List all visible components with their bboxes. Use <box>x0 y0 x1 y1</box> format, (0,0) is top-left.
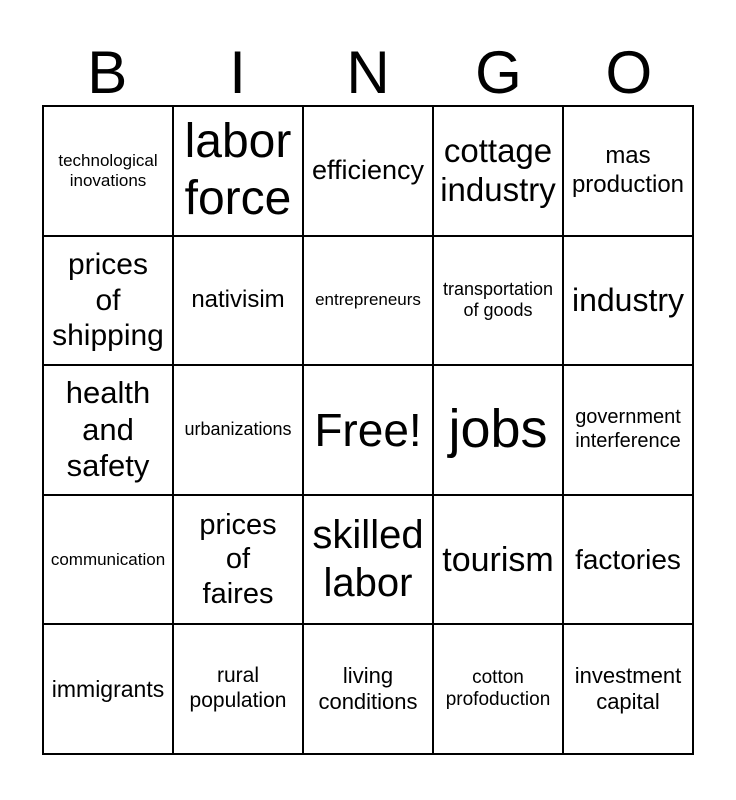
bingo-cell[interactable]: communication <box>43 494 173 625</box>
bingo-cell[interactable]: urbanizations <box>173 365 303 495</box>
bingo-cell[interactable]: entrepreneurs <box>303 235 433 366</box>
bingo-cell[interactable]: immigrants <box>43 624 173 754</box>
bingo-cell[interactable]: jobs <box>433 365 563 495</box>
bingo-cell[interactable]: government interference <box>563 365 693 495</box>
title-letter-b: B <box>87 39 128 106</box>
bingo-cell[interactable]: transportation of goods <box>433 235 563 366</box>
title-letter-g: G <box>475 39 522 106</box>
bingo-cell[interactable]: investment capital <box>563 624 693 754</box>
title-letter-i: I <box>229 39 246 106</box>
title-letter-n: N <box>346 39 390 106</box>
bingo-cell[interactable]: health and safety <box>43 365 173 495</box>
bingo-board: technological inovations labor force eff… <box>42 105 694 755</box>
bingo-cell[interactable]: cottage industry <box>433 106 563 236</box>
title-letter-o: O <box>605 39 653 106</box>
bingo-cell[interactable]: cotton profoduction <box>433 624 563 754</box>
bingo-cell[interactable]: living conditions <box>303 624 433 754</box>
free-space-cell[interactable]: Free! <box>303 365 433 495</box>
bingo-cell[interactable]: prices of shipping <box>43 235 173 366</box>
bingo-cell[interactable]: efficiency <box>303 106 433 236</box>
bingo-cell[interactable]: rural population <box>173 624 303 754</box>
bingo-cell[interactable]: industry <box>563 235 693 366</box>
bingo-cell[interactable]: technological inovations <box>43 106 173 236</box>
bingo-cell[interactable]: skilled labor <box>303 494 433 625</box>
bingo-cell[interactable]: nativisim <box>173 235 303 366</box>
bingo-cell[interactable]: labor force <box>173 106 303 236</box>
bingo-cell[interactable]: tourism <box>433 494 563 625</box>
bingo-title: B I N G O <box>42 0 694 105</box>
bingo-cell[interactable]: prices of faires <box>173 494 303 625</box>
bingo-cell[interactable]: factories <box>563 494 693 625</box>
bingo-cell[interactable]: mas production <box>563 106 693 236</box>
